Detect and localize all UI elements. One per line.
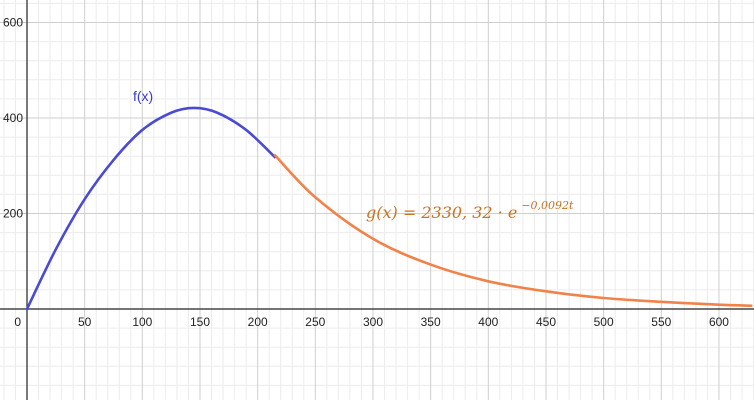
g-formula-label: g(x) = 2330, 32 · e −0,0092t: [366, 199, 574, 222]
x-tick-label: 450: [536, 315, 556, 329]
x-tick-label: 500: [594, 315, 614, 329]
x-tick-label: 200: [248, 315, 268, 329]
x-tick-label: 150: [190, 315, 210, 329]
x-tick-label: 50: [78, 315, 92, 329]
g-formula-exponent: −0,0092t: [521, 199, 574, 212]
curves: [25, 106, 753, 311]
y-tick-label: 400: [3, 111, 23, 125]
y-tick-label: 200: [3, 207, 23, 221]
y-tick-label: 600: [3, 16, 23, 30]
x-tick-label: 300: [363, 315, 383, 329]
x-tick-label: 250: [305, 315, 325, 329]
f-series-label: f(x): [133, 88, 153, 104]
x-tick-label: 600: [709, 315, 729, 329]
x-tick-label: 350: [421, 315, 441, 329]
x-tick-label: 100: [132, 315, 152, 329]
f-curve: [25, 106, 277, 311]
origin-label: 0: [14, 315, 21, 329]
g-formula-main: g(x) = 2330, 32 · e: [366, 203, 517, 222]
tick-labels: 50 100 150 200 250 300 350 400 450 500 550 600 200 40…: [3, 16, 729, 330]
g-curve: [273, 153, 753, 307]
x-tick-label: 550: [651, 315, 671, 329]
x-tick-label: 400: [478, 315, 498, 329]
